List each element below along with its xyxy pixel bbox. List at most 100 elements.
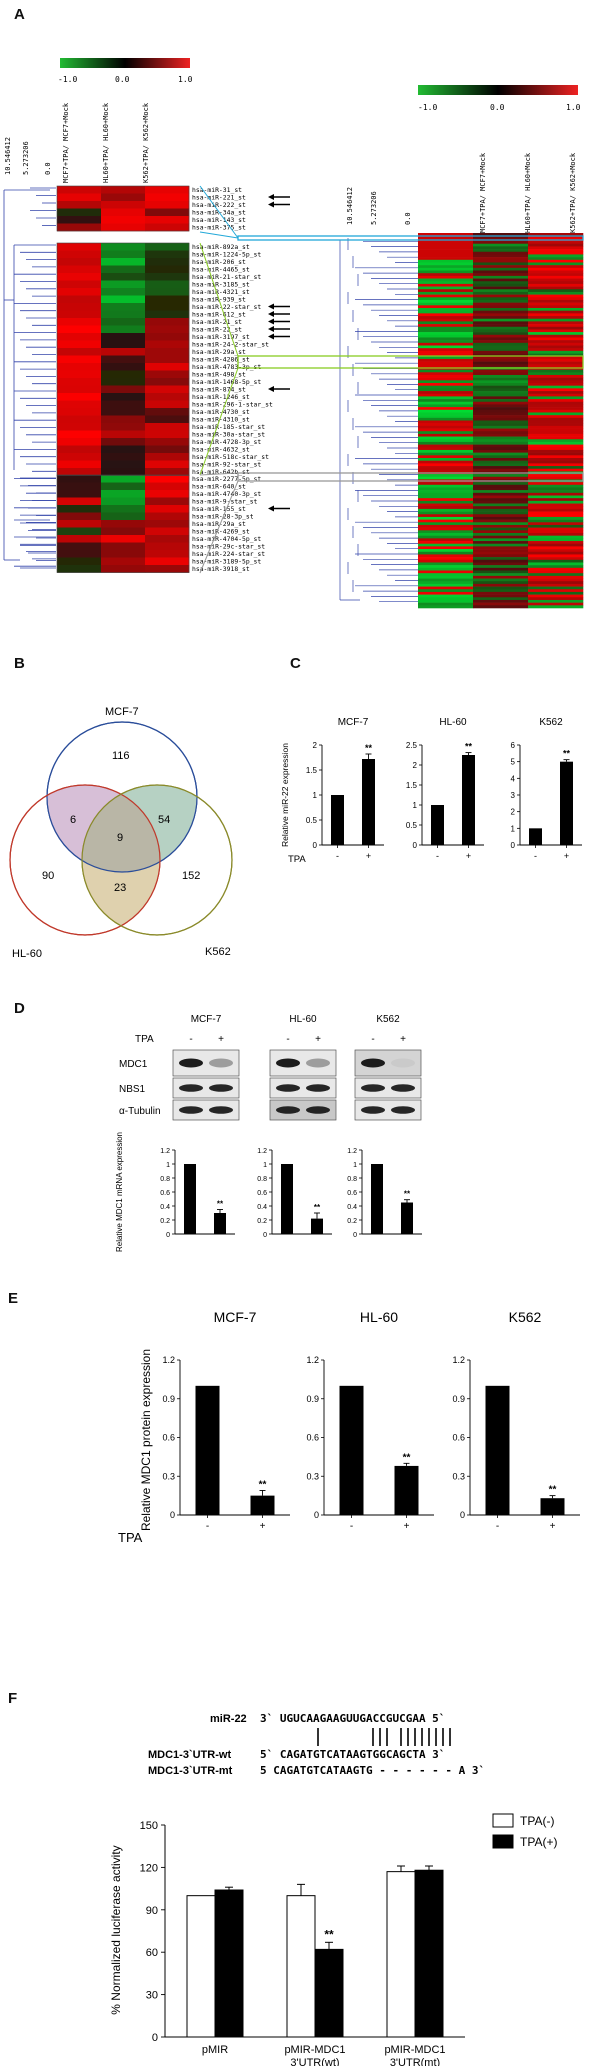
- seq-wt-label: MDC1-3`UTR-wt: [148, 1749, 231, 1761]
- heatmap-cell-right: [473, 455, 529, 459]
- heatmap-cell-right: [418, 313, 474, 317]
- heatmap-cell-left: [101, 303, 146, 311]
- chart-title: MCF-7: [338, 717, 369, 728]
- heatmap-cell-right: [418, 257, 474, 261]
- bar-tpa-pos: [414, 1869, 444, 2038]
- y-tick-label: 0.9: [452, 1394, 465, 1404]
- blot-band: [391, 1058, 415, 1068]
- heatmap-cell-right: [473, 334, 529, 338]
- heatmap-cell-right: [418, 391, 474, 395]
- y-axis-title: % Normalized luciferase activity: [109, 1845, 123, 2014]
- heatmap-cell-right: [528, 498, 584, 502]
- y-tick-label: 0.2: [160, 1218, 170, 1225]
- y-tick-label: 0.6: [162, 1433, 175, 1443]
- heatmap-cell-right: [528, 460, 584, 464]
- y-tick-label: 1.2: [257, 1148, 267, 1155]
- heatmap-cell-right: [418, 299, 474, 303]
- heatmap-cell-right: [473, 522, 529, 526]
- mirna-label: hsa-miR-221_st: [192, 194, 246, 202]
- heatmap-cell-left: [145, 550, 190, 558]
- x-tick-label: pMIR-MDC1: [384, 2044, 445, 2056]
- significance-mark: **: [217, 1200, 224, 1209]
- heatmap-cell-right: [418, 334, 474, 338]
- heatmap-cell-left: [57, 482, 102, 491]
- heatmap-cell-right: [473, 369, 529, 373]
- heatmap-cell-left: [57, 348, 102, 356]
- significance-mark: **: [324, 1927, 334, 1941]
- heatmap-cell-right: [473, 383, 529, 386]
- heatmap-cell-left: [57, 186, 102, 194]
- heatmap-cell-right: [418, 425, 474, 429]
- heatmap-cell-right: [418, 321, 474, 325]
- heatmap-cell-right: [473, 396, 529, 400]
- heatmap-cell-right: [473, 433, 529, 437]
- heatmap-cell-left: [145, 423, 190, 431]
- heatmap-cell-right: [473, 313, 529, 317]
- y-tick-label: 3: [511, 791, 516, 800]
- mirna-label: hsa-miR-22-star_st: [192, 303, 261, 311]
- heatmap-cell-right: [418, 243, 474, 247]
- heatmap-cell-right: [473, 551, 529, 555]
- heatmap-cell-right: [473, 423, 529, 427]
- heatmap-cell-right: [418, 597, 474, 601]
- heatmap-cell-right: [473, 447, 529, 451]
- heatmap-cell-right: [473, 241, 529, 245]
- heatmap-cell-right: [418, 428, 474, 432]
- panel-a-heatmaps: -1.0 0.0 1.0 -1.0 0.0 1.0 10.546412 5.273206 0.0…: [3, 58, 584, 609]
- heatmap-cell-right: [528, 313, 584, 317]
- heatmap-cell-right: [418, 267, 474, 271]
- significance-mark: **: [403, 1452, 411, 1463]
- mirna-label: hsa-miR-3197_st: [192, 333, 250, 341]
- heatmap-cell-right: [528, 318, 584, 322]
- heatmap-cell-left: [145, 223, 190, 232]
- bar: [362, 759, 375, 845]
- blot-band: [179, 1084, 203, 1092]
- heatmap-cell-right: [473, 399, 529, 403]
- heatmap-cell-right: [528, 575, 584, 579]
- heatmap-cell-right: [528, 538, 584, 542]
- bar: [339, 1385, 364, 1515]
- heatmap-cell-left: [57, 333, 102, 341]
- significance-mark: **: [549, 1485, 557, 1496]
- heatmap-cell-right: [418, 377, 474, 381]
- heatmap-cell-left: [101, 490, 146, 498]
- heatmap-cell-left: [145, 408, 190, 416]
- heatmap-cell-right: [418, 444, 474, 448]
- heatmap-cell-right: [418, 251, 474, 255]
- cell-line-label: MCF-7: [191, 1014, 222, 1025]
- heatmap-cell-right: [473, 474, 529, 478]
- mirna-label: hsa-miR-21_st: [192, 318, 242, 326]
- mirna-label: hsa-miR-4728-3p_st: [192, 438, 261, 446]
- heatmap-cell-right: [528, 291, 584, 295]
- heatmap-cell-right: [418, 305, 474, 309]
- heatmap-cell-right: [418, 249, 474, 253]
- heatmap-cell-right: [418, 340, 474, 344]
- heatmap-cell-right: [418, 310, 474, 314]
- heatmap-cell-right: [473, 409, 529, 413]
- column-label-right: K562+TPA/ K562+Mock: [569, 152, 577, 233]
- x-tick-label: -: [496, 1521, 499, 1532]
- mirna-label: hsa-miR-2277-5p_st: [192, 475, 261, 483]
- heatmap-cell-left: [101, 273, 146, 281]
- y-tick-label: 30: [146, 1990, 158, 2002]
- venn-label-mcf7: MCF-7: [105, 706, 139, 718]
- heatmap-cell-right: [473, 490, 529, 494]
- heatmap-cell-right: [528, 503, 584, 507]
- heatmap-cell-right: [418, 562, 474, 566]
- heatmap-cell-right: [418, 506, 474, 510]
- heatmap-cell-right: [528, 302, 584, 306]
- heatmap-cell-left: [57, 250, 102, 259]
- heatmap-cell-right: [528, 482, 584, 486]
- heatmap-cell-right: [473, 543, 529, 547]
- heatmap-cell-right: [528, 340, 584, 344]
- y-tick-label: 150: [140, 1820, 158, 1832]
- heatmap-cell-right: [473, 492, 529, 496]
- heatmap-cell-right: [418, 602, 474, 606]
- mirna-label: hsa-miR-143_st: [192, 216, 246, 224]
- heatmap-cell-left: [57, 243, 102, 251]
- heatmap-cell-right: [418, 567, 474, 571]
- heatmap-cell-right: [528, 297, 584, 301]
- panel-c: C 0 0.5 1 1.5 2 - ** + MCF-7 0 0.5 1 1.5 2 2.5 - ** + HL-6…: [270, 655, 600, 885]
- x-tick-label: +: [466, 851, 471, 861]
- heatmap-cell-right: [528, 241, 584, 245]
